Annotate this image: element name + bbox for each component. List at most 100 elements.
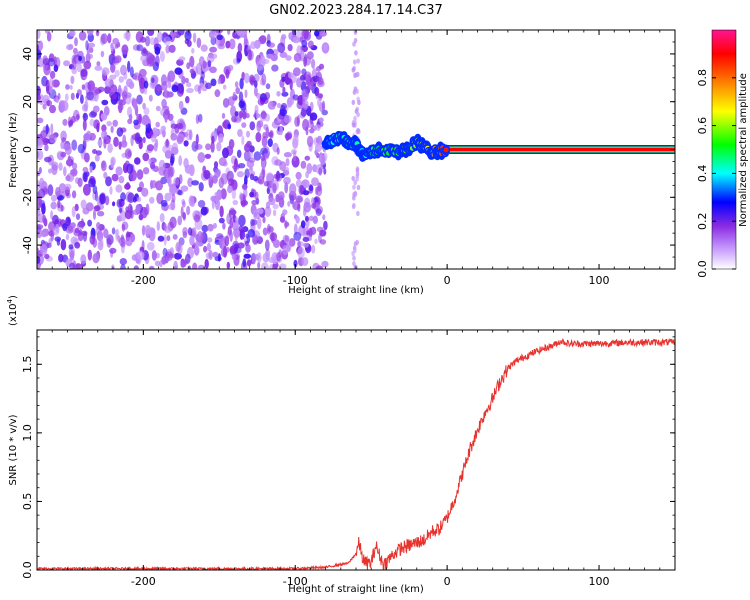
noise-blob [356,58,361,64]
noise-blob [293,67,301,77]
noise-blob [315,124,321,131]
noise-blob [244,89,248,98]
noise-blob [148,54,156,67]
noise-blob [78,55,83,62]
noise-blob [115,166,123,176]
noise-blob [49,104,56,114]
noise-blob [119,236,126,247]
noise-blob [82,119,87,131]
noise-blob [60,204,64,212]
noise-blob [226,261,230,269]
noise-blob [170,156,174,167]
noise-blob [234,111,239,117]
noise-blob [300,160,307,169]
noise-blob [139,68,147,77]
noise-blob [83,60,92,70]
noise-blob [204,153,212,159]
noise-blob [88,53,93,59]
noise-blob [96,123,100,133]
noise-blob [250,218,255,227]
colorbar-tick-label: 0.8 [696,69,709,87]
noise-blob [96,222,101,230]
y-tick-label: 0.0 [21,561,34,579]
noise-blob [170,30,176,38]
noise-blob [146,144,154,152]
y-tick-label: 40 [21,47,34,61]
noise-blob [193,214,201,223]
colorbar-ticks: 0.0 0.2 0.4 0.6 0.8 [696,69,736,278]
noise-blob [353,115,357,121]
noise-blob [173,177,180,186]
noise-blob [221,112,226,119]
noise-blob [186,62,191,70]
noise-blob [184,30,192,41]
noise-blob [198,113,203,123]
noise-blob [187,177,193,188]
noise-blob [74,203,79,212]
noise-blob [71,190,77,199]
noise-blob [352,195,356,201]
noise-blob [74,242,81,249]
noise-blob [168,44,176,53]
noise-blob [88,178,96,188]
noise-blob [84,152,90,163]
noise-blob [313,136,322,147]
noise-blob [262,216,266,224]
noise-blob [170,123,178,129]
noise-blob [142,152,150,162]
noise-blob [293,259,298,268]
noise-blob [233,164,237,173]
noise-blob [159,260,163,268]
noise-blob [249,173,255,181]
snr-y-scale: (x104) [6,295,19,326]
noise-blob [115,229,119,241]
noise-blob [351,99,356,105]
noise-blob [97,139,103,147]
noise-blob [103,138,107,149]
noise-blob [191,47,195,54]
noise-blob [253,86,258,97]
noise-blob [288,72,294,79]
noise-blob [157,235,165,242]
noise-blob [163,88,168,99]
noise-blob [311,58,316,69]
noise-blob [221,121,230,129]
snr-x-label: Height of straight line (km) [288,584,424,595]
noise-blob [186,82,192,88]
noise-blob [63,60,71,67]
noise-blob [241,135,245,146]
noise-blob [136,94,143,105]
noise-blob [210,141,215,153]
noise-blob [37,138,44,149]
noise-blob [236,58,241,64]
noise-blob [222,147,229,159]
noise-blob [285,55,292,61]
noise-blob [355,166,360,172]
noise-blob [167,253,176,259]
noise-blob [323,43,328,51]
noise-blob [55,97,59,104]
noise-blob [303,242,309,248]
noise-blob [150,180,154,190]
noise-blob [120,64,127,76]
noise-blob [236,30,243,36]
noise-blob [223,245,228,258]
noise-blob [303,56,312,66]
noise-blob [304,155,311,161]
noise-blob [281,34,287,40]
noise-blob [246,130,250,138]
noise-blob [232,199,239,206]
noise-blob [183,258,189,265]
noise-blob [279,125,283,136]
noise-blob [94,65,103,71]
noise-blob [308,81,314,90]
noise-blob [39,177,45,190]
noise-blob [87,219,92,227]
y-tick-label: 1.5 [21,356,34,374]
noise-blob [110,84,118,94]
noise-blob [61,137,67,143]
noise-blob [171,84,179,93]
noise-blob [63,166,67,177]
noise-blob [168,203,176,210]
noise-blob [318,117,324,123]
